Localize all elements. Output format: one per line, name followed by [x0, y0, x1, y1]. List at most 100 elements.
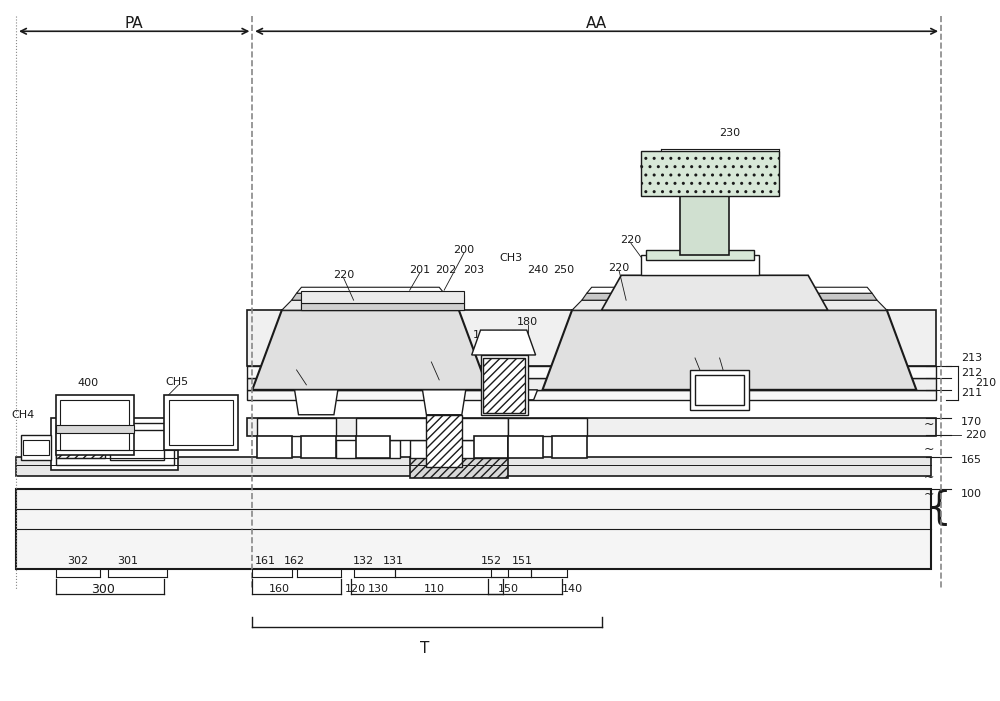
- Polygon shape: [56, 423, 174, 465]
- Polygon shape: [292, 293, 449, 300]
- Polygon shape: [21, 435, 51, 460]
- Polygon shape: [572, 300, 887, 310]
- Polygon shape: [410, 440, 508, 458]
- Text: 181: 181: [473, 330, 494, 340]
- Text: ~: ~: [924, 471, 934, 484]
- Text: 231: 231: [729, 154, 750, 164]
- Text: 170: 170: [961, 416, 982, 427]
- Text: CH3: CH3: [499, 253, 523, 264]
- Text: 213: 213: [961, 353, 982, 363]
- Text: 120: 120: [345, 584, 366, 594]
- Polygon shape: [301, 435, 336, 458]
- Polygon shape: [552, 435, 587, 458]
- Text: 211: 211: [961, 388, 982, 398]
- Polygon shape: [481, 355, 528, 415]
- Polygon shape: [110, 430, 164, 460]
- Polygon shape: [56, 430, 105, 458]
- Text: 250: 250: [554, 265, 575, 275]
- Polygon shape: [282, 300, 459, 310]
- Polygon shape: [690, 370, 749, 410]
- Text: 161: 161: [255, 556, 276, 566]
- Text: 191: 191: [684, 350, 706, 360]
- Text: 180: 180: [517, 317, 538, 327]
- Polygon shape: [426, 415, 462, 467]
- Text: 100: 100: [961, 489, 982, 499]
- Text: 240: 240: [527, 265, 548, 275]
- Text: 301: 301: [117, 556, 138, 566]
- Polygon shape: [336, 440, 400, 458]
- Polygon shape: [247, 418, 936, 435]
- Polygon shape: [602, 275, 828, 310]
- Polygon shape: [422, 390, 466, 415]
- Polygon shape: [472, 330, 536, 355]
- Text: 212: 212: [961, 368, 982, 378]
- Text: 220: 220: [620, 236, 642, 245]
- Text: 192: 192: [709, 350, 730, 360]
- Text: 151: 151: [512, 556, 533, 566]
- Text: 300: 300: [91, 583, 115, 596]
- Text: PA: PA: [125, 16, 144, 31]
- Polygon shape: [356, 418, 508, 440]
- Text: 140: 140: [561, 584, 583, 594]
- Polygon shape: [301, 291, 464, 304]
- Polygon shape: [641, 151, 779, 196]
- Text: T: T: [420, 641, 429, 656]
- Polygon shape: [301, 295, 464, 310]
- Text: 132: 132: [353, 556, 374, 566]
- Text: 182: 182: [497, 330, 519, 340]
- Polygon shape: [257, 435, 292, 458]
- Text: 220: 220: [333, 271, 354, 280]
- Polygon shape: [483, 358, 525, 413]
- Text: 110: 110: [424, 584, 445, 594]
- Polygon shape: [474, 435, 508, 458]
- Text: 130: 130: [368, 584, 389, 594]
- Polygon shape: [508, 418, 587, 435]
- Text: {: {: [926, 489, 950, 526]
- Polygon shape: [247, 390, 936, 400]
- Text: 200: 200: [453, 245, 474, 255]
- Polygon shape: [508, 435, 543, 458]
- Text: CH1: CH1: [285, 363, 308, 373]
- Text: 160: 160: [269, 584, 290, 594]
- Polygon shape: [56, 425, 134, 433]
- Polygon shape: [297, 287, 444, 293]
- Polygon shape: [503, 390, 538, 400]
- Text: 220: 220: [609, 264, 630, 273]
- Text: CH4: CH4: [11, 410, 35, 420]
- Polygon shape: [410, 456, 508, 479]
- Text: 400: 400: [77, 378, 99, 388]
- Polygon shape: [295, 390, 338, 415]
- Text: 203: 203: [463, 265, 484, 275]
- Text: ~: ~: [924, 488, 934, 501]
- Polygon shape: [51, 418, 178, 470]
- Text: CH5: CH5: [165, 377, 188, 387]
- Polygon shape: [695, 375, 744, 404]
- Text: 230: 230: [719, 128, 740, 138]
- Polygon shape: [543, 310, 916, 390]
- Polygon shape: [247, 378, 936, 390]
- Polygon shape: [23, 440, 49, 454]
- Text: 202: 202: [435, 265, 457, 275]
- Text: 240: 240: [648, 154, 669, 164]
- Polygon shape: [257, 418, 336, 435]
- Polygon shape: [356, 435, 390, 458]
- Polygon shape: [582, 293, 877, 300]
- Text: 150: 150: [498, 584, 519, 594]
- Text: AA: AA: [586, 16, 607, 31]
- Text: 152: 152: [481, 556, 502, 566]
- Polygon shape: [301, 304, 464, 310]
- Text: CH2: CH2: [418, 355, 441, 365]
- Polygon shape: [641, 255, 759, 275]
- Polygon shape: [641, 165, 779, 196]
- Text: 220: 220: [966, 430, 987, 440]
- Polygon shape: [247, 310, 936, 366]
- Polygon shape: [587, 287, 872, 293]
- Text: ~: ~: [924, 418, 934, 431]
- Text: 201: 201: [409, 265, 430, 275]
- Polygon shape: [164, 395, 238, 449]
- Text: ~: ~: [924, 443, 934, 456]
- Polygon shape: [56, 395, 134, 454]
- Text: 190: 190: [729, 363, 750, 373]
- Polygon shape: [247, 366, 936, 378]
- Text: 131: 131: [382, 556, 403, 566]
